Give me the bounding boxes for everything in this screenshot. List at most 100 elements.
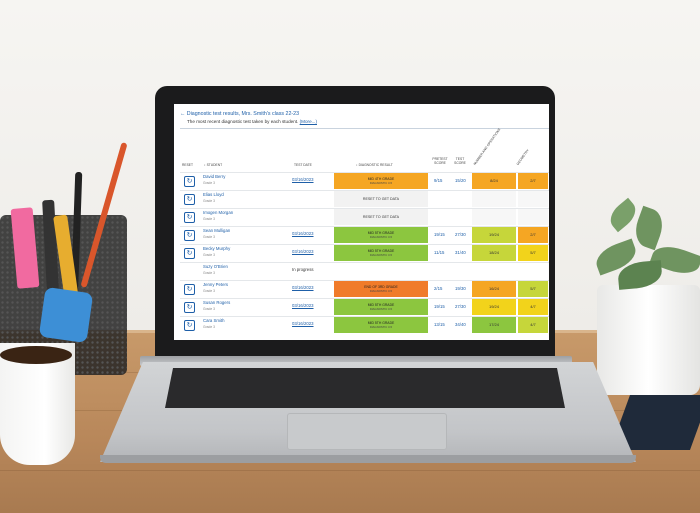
header-number-ops[interactable]: NUMBER AND OPERATIONS (472, 127, 502, 166)
number-ops-score: 17/24 (472, 317, 516, 333)
geometry-score: 2/7 (518, 173, 548, 189)
reset-icon[interactable]: ↻ (184, 302, 195, 313)
test-score[interactable]: 34/40 (455, 322, 466, 327)
diagnostic-result-cell: MID 4TH GRADE DIAGNOSTIC 3-5 (334, 173, 428, 189)
test-date-link[interactable]: 03/16/2023 (292, 321, 314, 326)
divider (180, 128, 549, 129)
geometry-score: 5/7 (518, 245, 548, 261)
grade-level: MID 5TH GRADE (367, 303, 395, 307)
number-ops-score (472, 191, 516, 207)
student-name[interactable]: Susan Rogers (203, 300, 231, 305)
laptop-screen: ← Diagnostic test results, Mrs. Smith's … (174, 104, 549, 340)
reset-icon[interactable]: ↻ (184, 320, 195, 331)
test-score[interactable]: 27/30 (455, 232, 466, 237)
plant-pot (597, 285, 700, 395)
test-date-link[interactable]: 03/16/2023 (292, 249, 314, 254)
student-name[interactable]: Suzy O'Brien (203, 264, 228, 269)
test-date-link[interactable]: 03/16/2023 (292, 303, 314, 308)
table-row (180, 262, 549, 281)
geometry-score (518, 263, 548, 279)
diagnostic-result-cell: MID 5TH GRADE DIAGNOSTIC 3-5 (334, 299, 428, 315)
back-arrow-icon[interactable]: ← (180, 111, 186, 117)
test-score[interactable]: 19/30 (455, 286, 466, 291)
diagnostic-name: DIAGNOSTIC 3-5 (369, 253, 393, 257)
number-ops-score (472, 209, 516, 225)
header-test-score[interactable]: TEST SCORE (454, 157, 466, 165)
pretest-score[interactable]: 13/15 (434, 322, 445, 327)
geometry-score: 5/7 (518, 281, 548, 297)
student-grade: Grade 3 (203, 271, 215, 275)
number-ops-score (472, 263, 516, 279)
table-row (180, 208, 549, 227)
student-grade: Grade 3 (203, 181, 215, 185)
pretest-score[interactable]: 11/15 (434, 250, 445, 255)
student-grade: Grade 3 (203, 235, 215, 239)
more-link[interactable]: (More...) (299, 119, 317, 124)
student-name[interactable]: Sean Mulligan (203, 228, 231, 233)
diagnostic-name: DIAGNOSTIC 3-5 (369, 181, 393, 185)
table-row (180, 190, 549, 209)
diagnostic-name: DIAGNOSTIC 3-5 (369, 289, 393, 293)
reset-icon[interactable]: ↻ (184, 176, 195, 187)
table-row (180, 244, 549, 263)
pretest-score[interactable]: 2/15 (434, 286, 443, 291)
reset-icon[interactable]: ↻ (184, 212, 195, 223)
header-student[interactable]: ↕ STUDENT (204, 163, 223, 167)
diagnostic-name: DIAGNOSTIC 3-5 (369, 325, 393, 329)
reset-message: RESET TO GET DATA (362, 197, 400, 201)
trackpad (287, 413, 447, 450)
laptop-front (100, 455, 636, 463)
test-score[interactable]: 27/30 (455, 304, 466, 309)
geometry-score (518, 191, 548, 207)
reset-icon[interactable]: ↻ (184, 230, 195, 241)
test-score[interactable]: 15/20 (455, 178, 466, 183)
coffee (0, 346, 72, 364)
student-grade: Grade 3 (203, 253, 215, 257)
grade-level: MID 5TH GRADE (367, 321, 395, 325)
student-grade: Grade 3 (203, 289, 215, 293)
page-subtitle: The most recent diagnostic test taken by… (187, 119, 317, 124)
student-name[interactable]: Jenny Peters (203, 282, 229, 287)
pretest-score[interactable]: 9/15 (434, 178, 443, 183)
test-date-link[interactable]: 03/16/2023 (292, 231, 314, 236)
diagnostic-result-cell: MID 5TH GRADE DIAGNOSTIC 3-5 (334, 245, 428, 261)
page-title: ← Diagnostic test results, Mrs. Smith's … (180, 111, 300, 117)
diagnostic-result-cell: MID 5TH GRADE DIAGNOSTIC 3-5 (334, 227, 428, 243)
geometry-score: 2/7 (518, 227, 548, 243)
diagnostic-name: DIAGNOSTIC 3-5 (369, 235, 393, 239)
geometry-score: 4/7 (518, 317, 548, 333)
header-pretest-score[interactable]: PRETEST SCORE (432, 157, 448, 165)
diagnostic-result-cell: RESET TO GET DATA (334, 209, 428, 225)
student-name[interactable]: Imogen Morgan (203, 210, 234, 215)
student-name[interactable]: Cara Smith (203, 318, 225, 323)
student-name[interactable]: David Berry (203, 174, 226, 179)
header-reset: RESET (182, 163, 193, 167)
test-score[interactable]: 31/40 (455, 250, 466, 255)
grade-level: MID 4TH GRADE (367, 177, 395, 181)
number-ops-score: 16/24 (472, 281, 516, 297)
reset-icon[interactable]: ↻ (184, 248, 195, 259)
diagnostic-result-cell: RESET TO GET DATA (334, 191, 428, 207)
header-test-date[interactable]: TEST DATE (294, 163, 312, 167)
student-grade: Grade 3 (203, 217, 215, 221)
grade-level: MID 5TH GRADE (367, 249, 395, 253)
student-name[interactable]: Elias Lloyd (203, 192, 224, 197)
grade-level: MID 5TH GRADE (367, 231, 395, 235)
number-ops-score: 19/24 (472, 227, 516, 243)
sharpener (38, 286, 94, 344)
diagnostic-result-cell (334, 263, 428, 279)
reset-icon[interactable]: ↻ (184, 194, 195, 205)
test-date-link[interactable]: 03/16/2023 (292, 285, 314, 290)
pretest-score[interactable]: 19/15 (434, 232, 445, 237)
student-name[interactable]: Becky Murphy (203, 246, 231, 251)
geometry-score (518, 209, 548, 225)
header-geometry[interactable]: GEOMETRY (515, 148, 530, 166)
reset-icon[interactable]: ↻ (184, 284, 195, 295)
pretest-score[interactable]: 19/15 (434, 304, 445, 309)
number-ops-score: 19/24 (472, 299, 516, 315)
number-ops-score: 18/24 (472, 245, 516, 261)
header-diagnostic-result[interactable]: ↕ DIAGNOSTIC RESULT (356, 163, 393, 167)
test-date-link[interactable]: 03/16/2023 (292, 177, 314, 182)
table-row (180, 280, 549, 299)
wood-grain (0, 470, 700, 471)
